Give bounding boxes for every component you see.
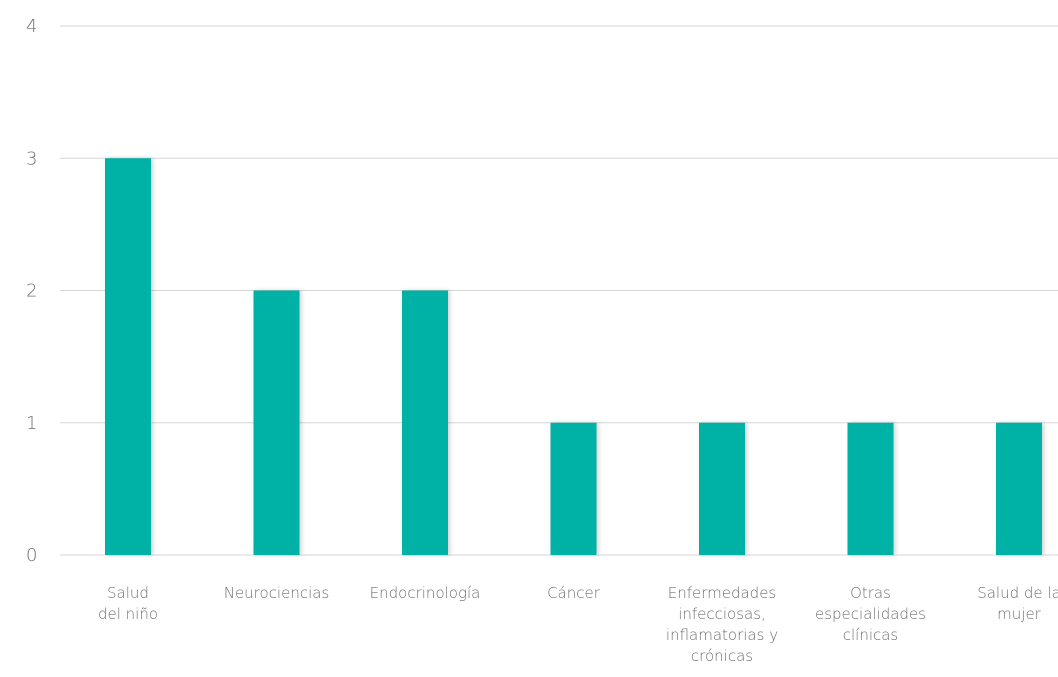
- x-tick-label-1: Salud del niño: [98, 584, 158, 623]
- y-tick-label-0: 0: [26, 545, 37, 566]
- bar-2: [253, 290, 300, 555]
- bars: [105, 158, 1042, 555]
- bar-4: [550, 422, 597, 555]
- x-tick-label-2: Neurociencias: [224, 584, 330, 602]
- bar-5: [699, 422, 745, 555]
- x-tick-label-7: Salud de la mujer: [977, 584, 1058, 623]
- x-axis-labels: Salud del niño Neurociencias Endocrinología…: [98, 584, 1058, 665]
- bar-1: [105, 158, 151, 555]
- bar-6: [847, 422, 894, 555]
- y-axis-ticks: 0 1 2 3 4: [26, 16, 37, 566]
- x-tick-label-3: Endocrinología: [370, 584, 481, 602]
- x-tick-label-4: Cáncer: [547, 584, 601, 602]
- y-tick-label-3: 3: [26, 148, 37, 169]
- y-tick-label-4: 4: [26, 16, 37, 37]
- bar-3: [402, 290, 448, 555]
- y-tick-label-2: 2: [26, 281, 37, 302]
- x-tick-label-6: Otras especialidades clínicas: [815, 584, 926, 644]
- y-tick-label-1: 1: [26, 413, 37, 434]
- bar-7: [996, 422, 1042, 555]
